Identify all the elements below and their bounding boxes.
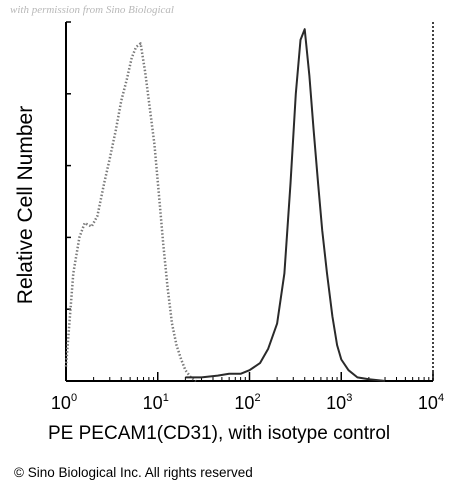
x-tick-label: 104 [418, 392, 444, 413]
x-tick-label: 102 [234, 392, 260, 413]
y-axis-label: Relative Cell Number [14, 105, 37, 305]
copyright-text: © Sino Biological Inc. All rights reserv… [14, 465, 253, 480]
watermark-text: with permission from Sino Biological [10, 4, 174, 16]
x-axis-label: PE PECAM1(CD31), with isotype control [48, 423, 391, 444]
x-tick-label: 100 [51, 392, 77, 413]
x-tick-label: 101 [143, 392, 169, 413]
cd31-histogram [185, 28, 386, 382]
isotype-control-histogram [64, 42, 197, 383]
x-tick-label: 103 [326, 392, 352, 413]
